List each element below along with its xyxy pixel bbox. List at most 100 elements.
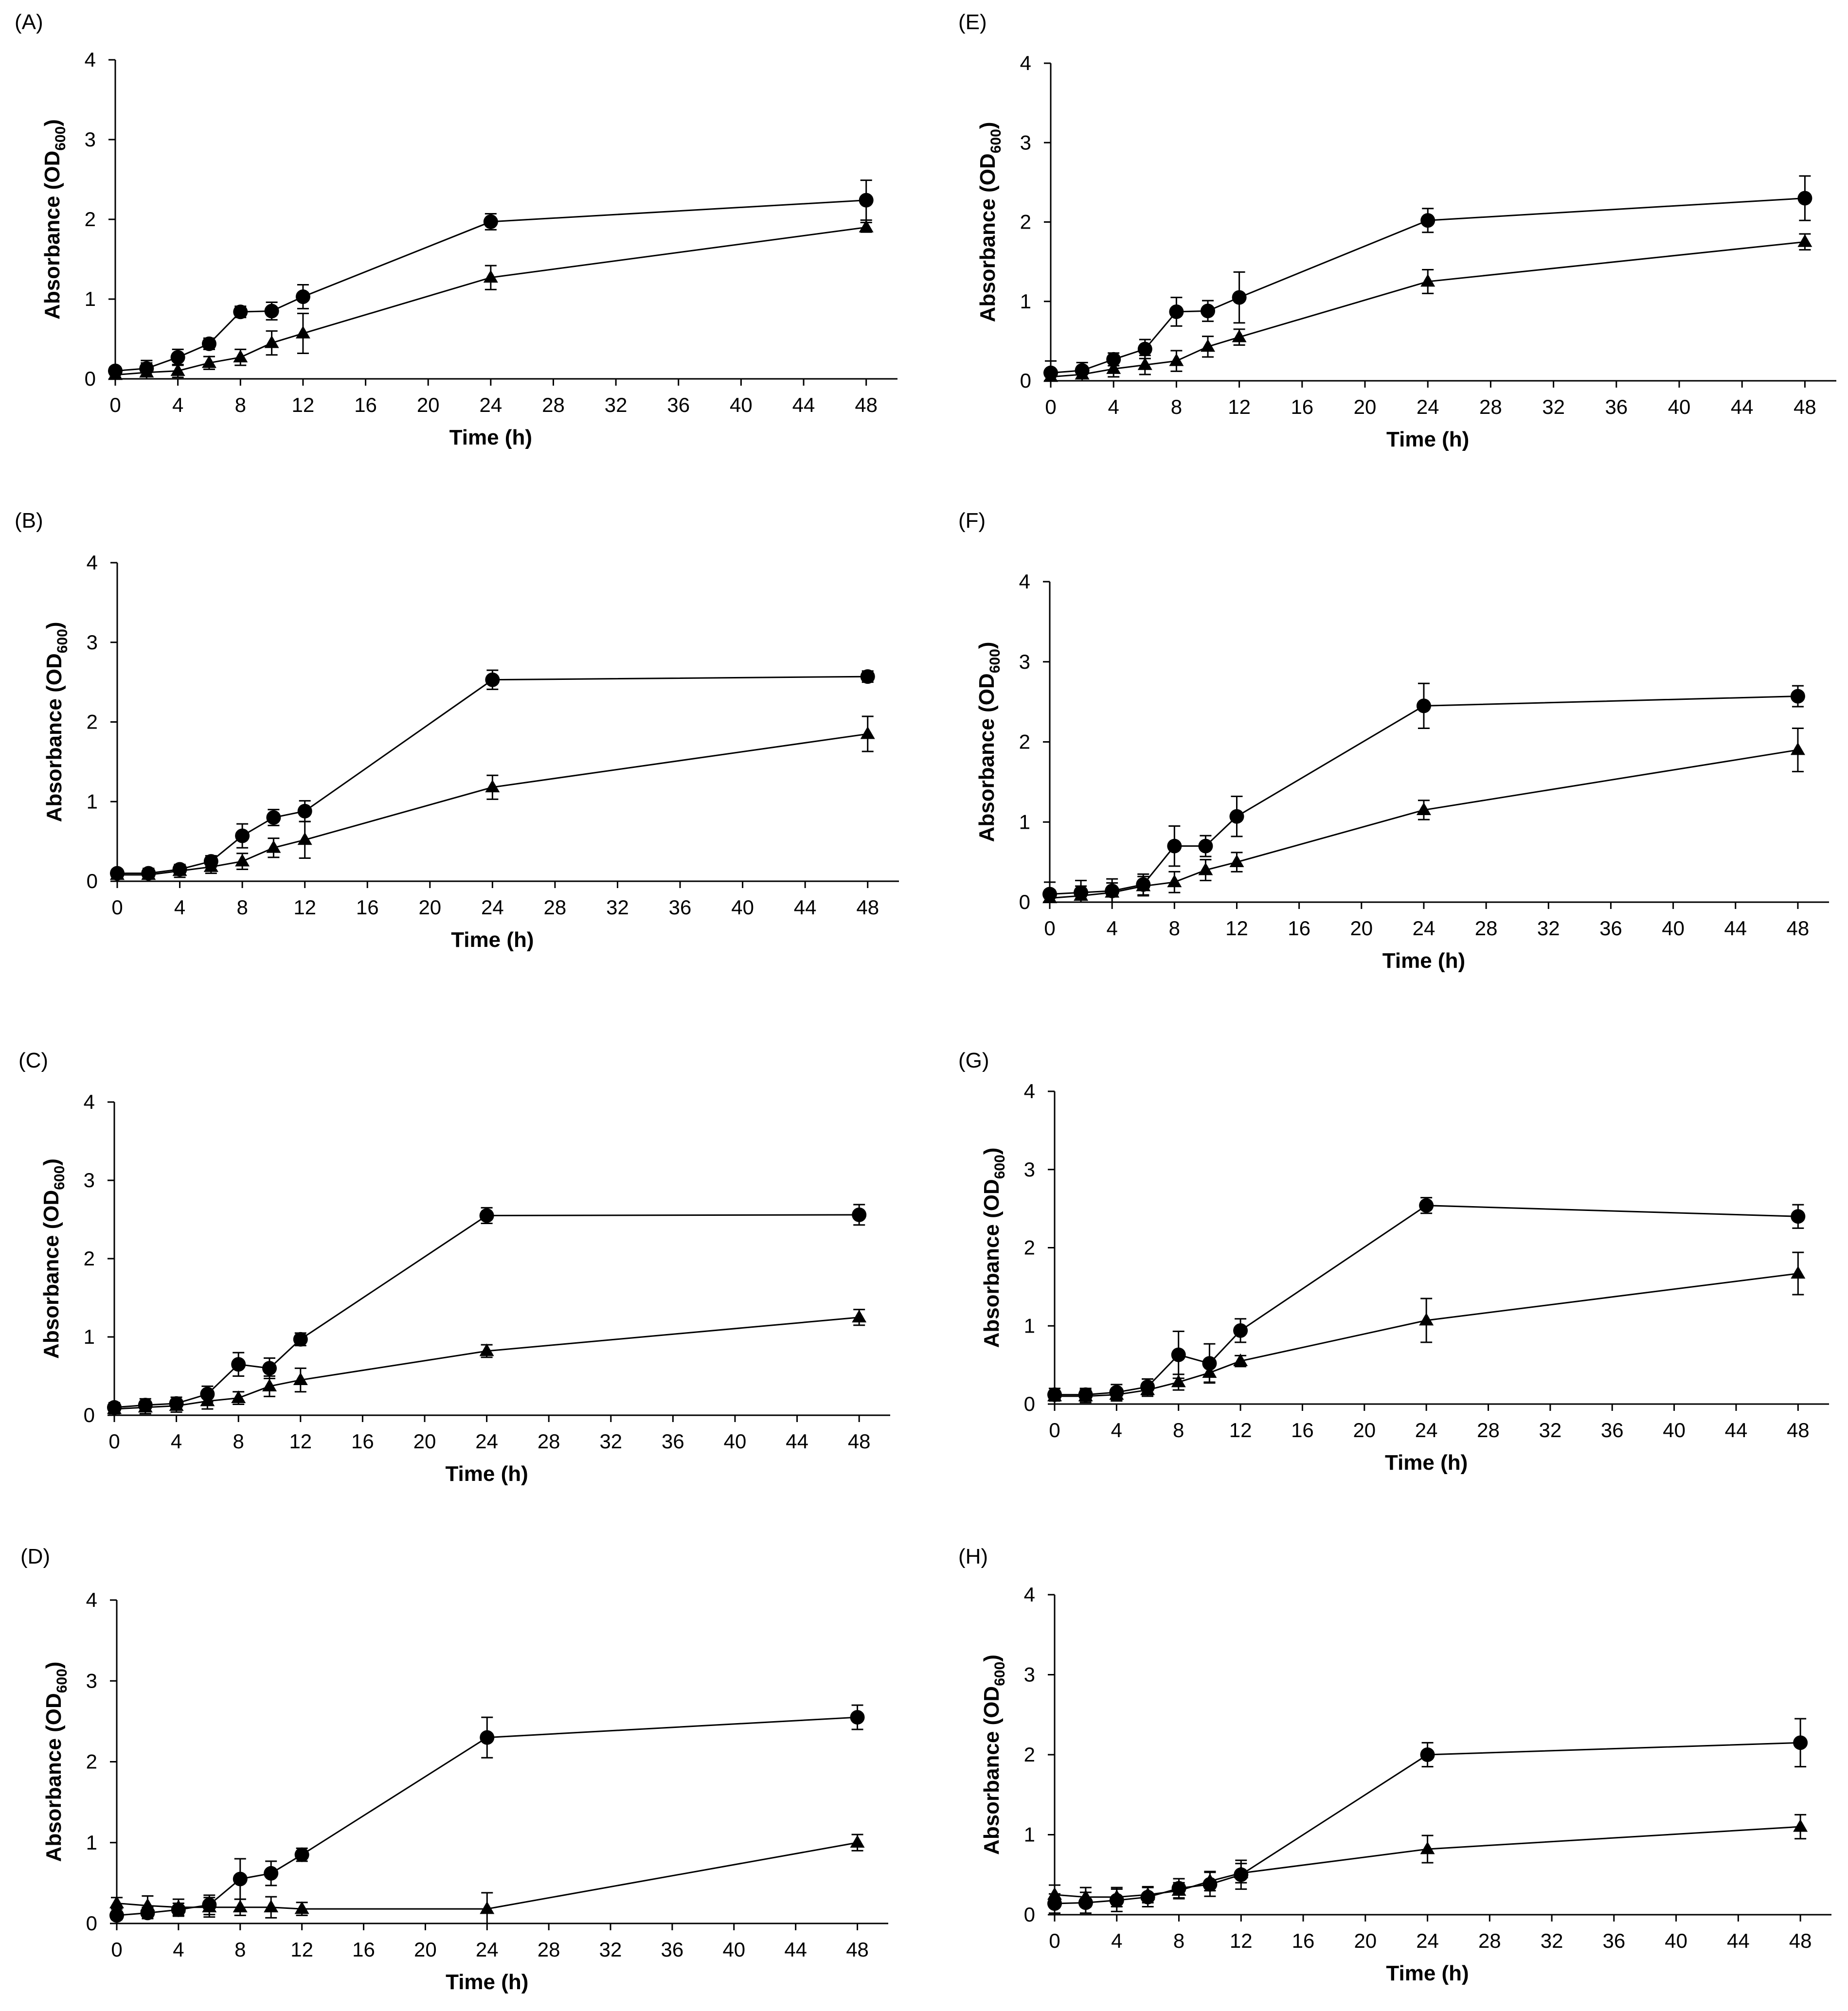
y-axis-title-end: ) (980, 1148, 1004, 1155)
x-tick-label: 4 (171, 1430, 182, 1453)
data-point-circle (1420, 1747, 1435, 1762)
y-axis-title-main: Absorbance (OD (39, 1190, 63, 1359)
data-point-circle (233, 304, 248, 320)
y-tick-label: 3 (87, 631, 98, 654)
x-tick-label: 24 (476, 1938, 499, 1961)
data-point-circle (480, 1730, 495, 1745)
y-tick-label: 2 (85, 208, 96, 231)
x-tick-label: 4 (174, 896, 185, 919)
data-point-triangle (233, 1900, 248, 1913)
y-axis-title-main: Absorbance (OD (980, 1179, 1004, 1348)
panel-label: (C) (18, 1049, 48, 1072)
y-axis-title-main: Absorbance (OD (40, 151, 64, 320)
series-triangle (107, 1309, 867, 1415)
y-tick-label: 3 (1019, 650, 1030, 673)
x-tick-label: 8 (235, 393, 246, 416)
y-tick-label: 4 (84, 1090, 95, 1113)
y-axis-title: Absorbance (OD600) (976, 122, 1004, 322)
data-point-triangle (860, 726, 875, 739)
y-axis-title-subscript: 600 (53, 126, 69, 151)
y-axis-title: Absorbance (OD600) (980, 1655, 1008, 1855)
x-tick-label: 12 (1230, 1929, 1253, 1952)
data-point-triangle (1790, 742, 1805, 755)
x-axis-title: Time (h) (451, 928, 534, 952)
x-tick-label: 16 (356, 896, 379, 919)
x-axis-title: Time (h) (446, 1970, 528, 1994)
data-point-circle (233, 1871, 248, 1886)
x-tick-label: 44 (786, 1430, 808, 1453)
data-point-circle (1106, 352, 1121, 367)
x-tick-label: 4 (172, 393, 183, 416)
data-point-circle (1198, 838, 1213, 854)
data-point-circle (1137, 341, 1152, 356)
y-axis-title-subscript: 600 (52, 1166, 68, 1190)
series-triangle (1047, 1251, 1806, 1404)
x-tick-label: 16 (351, 1430, 374, 1453)
y-tick-label: 2 (87, 711, 98, 733)
x-tick-label: 16 (354, 393, 377, 416)
data-point-triangle (1042, 890, 1057, 904)
data-point-triangle (1416, 802, 1431, 815)
data-point-triangle (480, 1901, 495, 1914)
data-point-triangle (1078, 1889, 1093, 1903)
panel-label: (F) (958, 509, 986, 533)
data-point-triangle (231, 1390, 246, 1403)
data-point-circle (262, 1361, 277, 1376)
x-tick-label: 16 (352, 1938, 375, 1961)
x-tick-label: 12 (1229, 1419, 1252, 1442)
data-point-triangle (1136, 878, 1151, 891)
y-axis-title-end: ) (980, 1655, 1004, 1662)
y-tick-label: 4 (1024, 1080, 1035, 1103)
data-point-circle (852, 1207, 867, 1222)
x-tick-label: 48 (1794, 395, 1816, 418)
y-axis-title-main: Absorbance (OD (42, 1693, 66, 1862)
y-axis-title-end: ) (42, 622, 66, 629)
data-point-circle (297, 803, 312, 819)
data-point-circle (1171, 1347, 1186, 1362)
y-tick-label: 1 (1020, 290, 1031, 313)
series-line (114, 1214, 860, 1408)
y-tick-label: 4 (86, 1588, 97, 1611)
data-point-triangle (1043, 369, 1058, 382)
x-tick-label: 24 (475, 1430, 498, 1453)
x-tick-label: 44 (792, 393, 815, 416)
data-point-triangle (262, 1378, 277, 1391)
data-point-triangle (172, 863, 187, 876)
x-tick-label: 48 (846, 1938, 869, 1961)
x-tick-label: 12 (292, 393, 315, 416)
x-tick-label: 4 (1108, 395, 1119, 418)
x-tick-label: 40 (730, 393, 753, 416)
data-point-triangle (293, 1372, 308, 1385)
x-tick-label: 20 (1354, 395, 1377, 418)
series-triangle (1042, 727, 1805, 904)
data-point-triangle (1171, 1374, 1186, 1388)
x-tick-label: 0 (1049, 1929, 1060, 1952)
series-line (115, 226, 866, 376)
y-tick-label: 3 (1024, 1158, 1035, 1181)
x-tick-label: 8 (234, 1938, 246, 1961)
y-axis-title: Absorbance (OD600) (975, 642, 1003, 842)
data-point-circle (479, 1208, 494, 1223)
y-axis-title-main: Absorbance (OD (976, 153, 1000, 322)
data-point-triangle (108, 367, 123, 380)
data-point-triangle (1137, 357, 1152, 370)
x-tick-label: 48 (1787, 1419, 1810, 1442)
x-tick-label: 28 (1477, 1419, 1500, 1442)
series-triangle (108, 219, 874, 380)
x-tick-label: 20 (1354, 1929, 1377, 1952)
data-point-triangle (1419, 1313, 1434, 1326)
x-tick-label: 20 (413, 1430, 436, 1453)
data-point-circle (1169, 304, 1184, 319)
y-tick-label: 0 (1024, 1392, 1035, 1415)
panel-label: (H) (958, 1545, 988, 1568)
x-tick-label: 40 (1662, 917, 1685, 940)
y-tick-label: 4 (1024, 1583, 1035, 1606)
y-axis-title: Absorbance (OD600) (42, 1662, 70, 1862)
data-point-triangle (1198, 862, 1213, 875)
x-tick-label: 16 (1291, 1419, 1314, 1442)
x-tick-label: 16 (1291, 395, 1313, 418)
x-tick-label: 48 (1789, 1929, 1812, 1952)
y-axis-title: Absorbance (OD600) (42, 622, 71, 822)
